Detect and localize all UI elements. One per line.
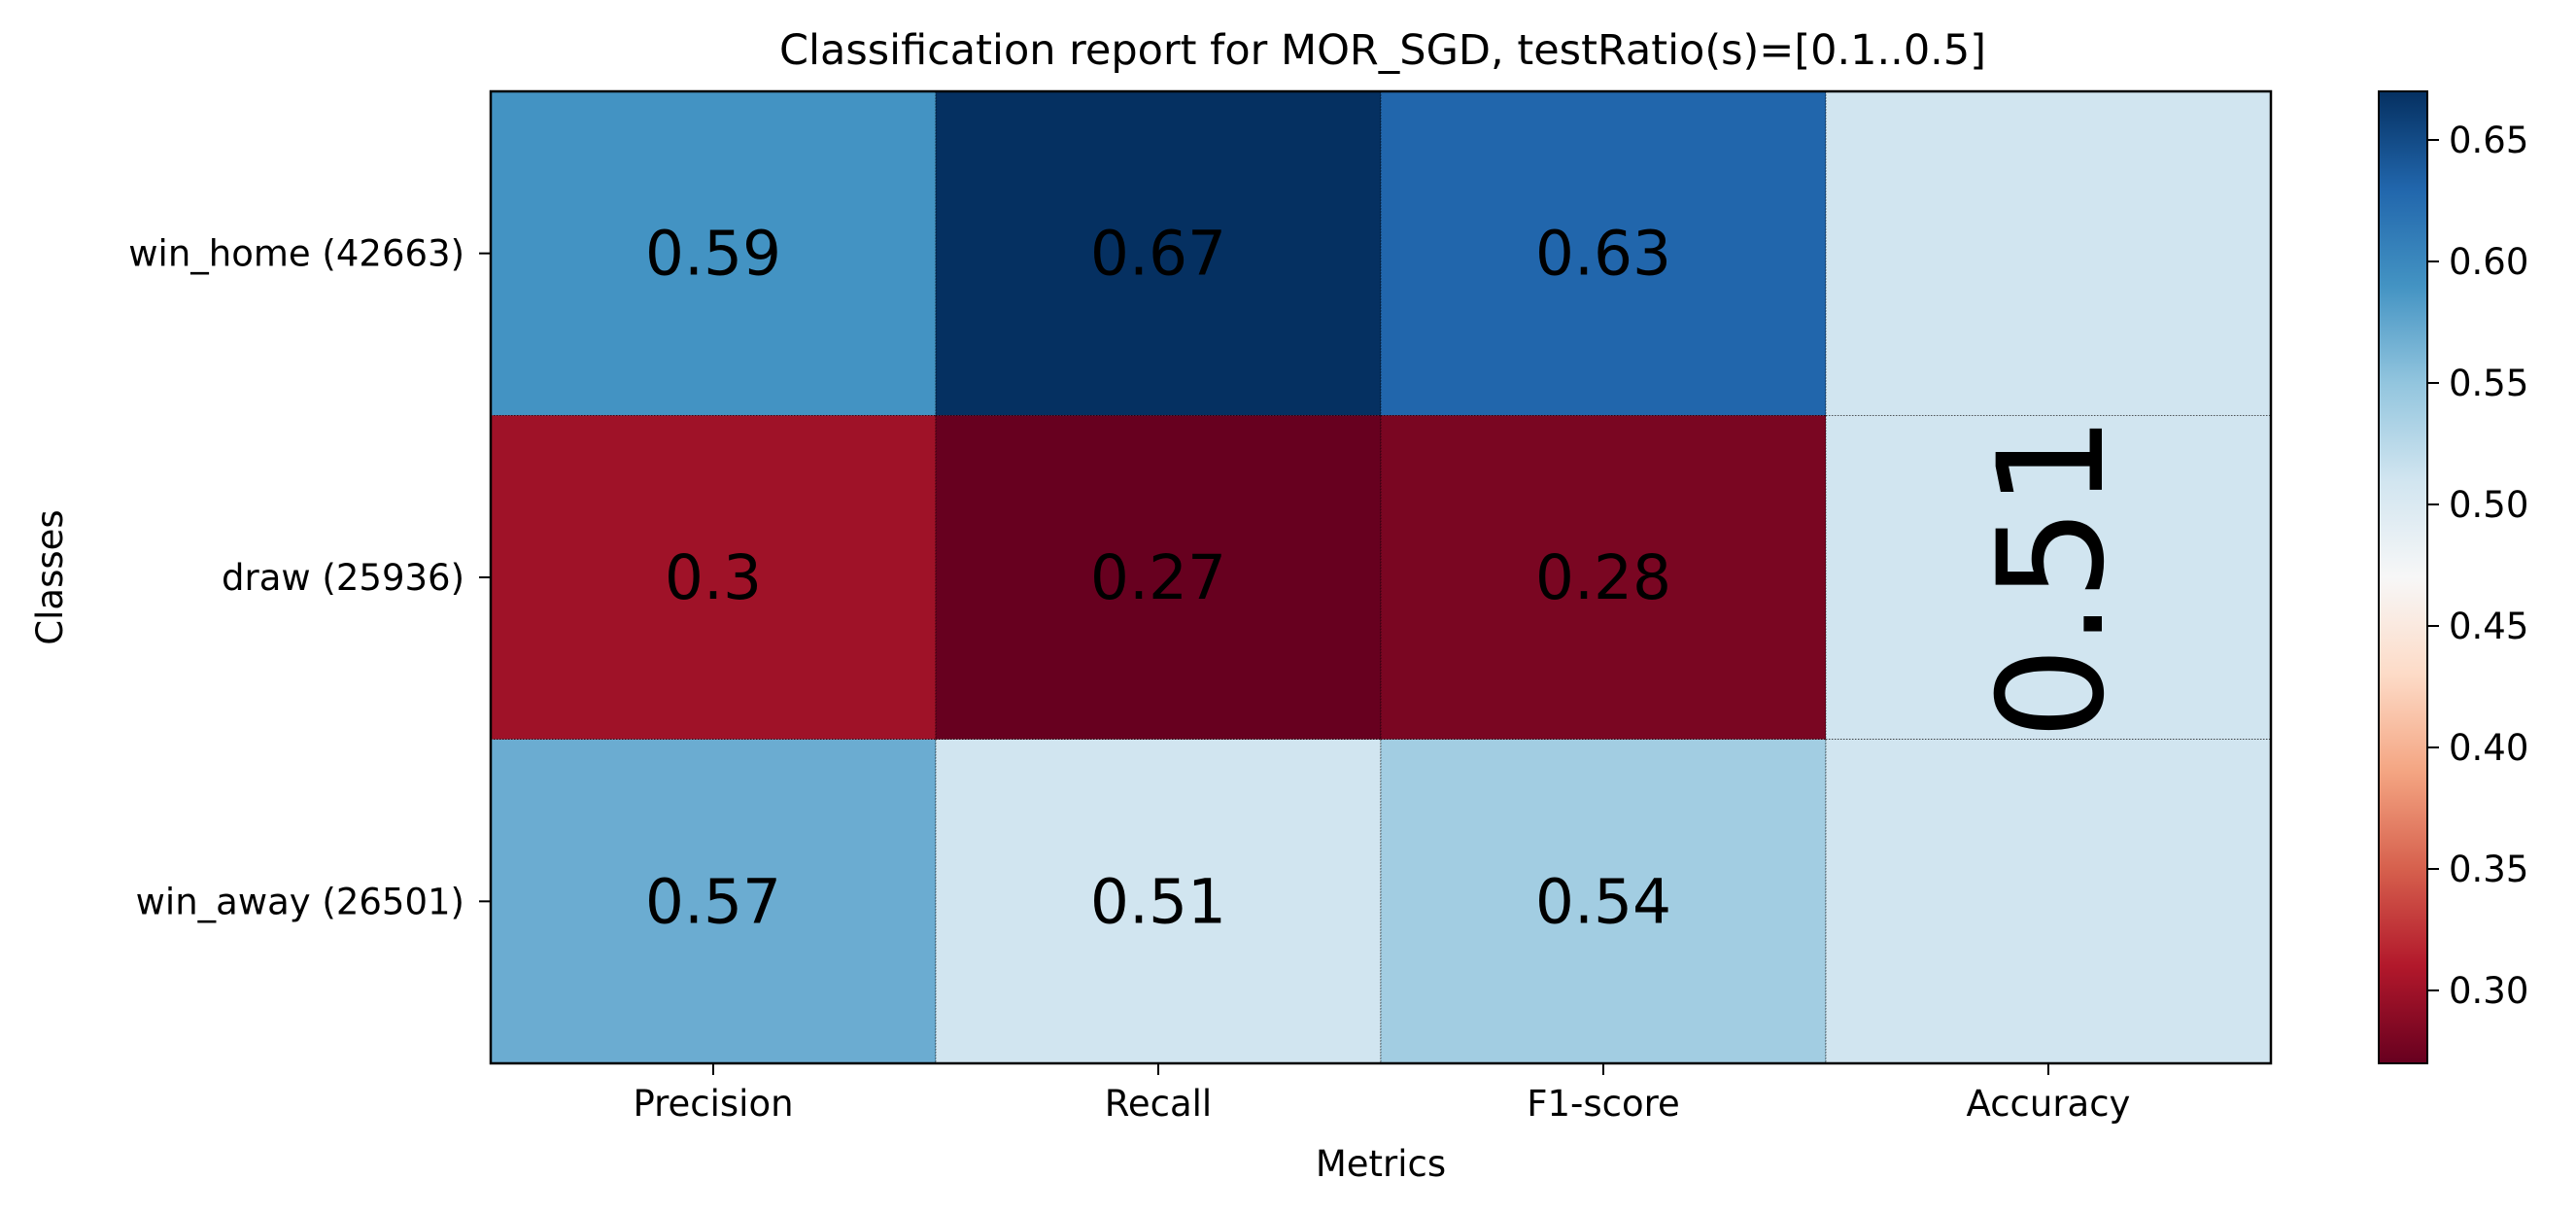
x-tick-label: Recall <box>1105 1083 1212 1125</box>
accuracy-column: 0.51 <box>1825 90 2272 1064</box>
colorbar-tick-label: 0.45 <box>2449 606 2528 647</box>
cell-value-label: 0.3 <box>665 542 762 613</box>
colorbar-tick-label: 0.40 <box>2449 727 2528 769</box>
cell-value-label: 0.67 <box>1090 219 1226 290</box>
y-tick-label: win_away (26501) <box>136 881 464 922</box>
colorbar-ticks: 0.30 0.35 0.40 0.45 0.50 0.55 0.60 0.65 <box>2427 120 2528 1012</box>
heatmap-cell <box>935 739 1382 1064</box>
cell-value-label: 0.57 <box>645 866 781 937</box>
colorbar-tick-label: 0.65 <box>2449 120 2528 161</box>
heatmap-cell <box>490 90 937 416</box>
cell-value-label: 0.27 <box>1090 542 1226 613</box>
accuracy-cell <box>1825 90 2272 416</box>
colorbar-tick-label: 0.60 <box>2449 241 2528 283</box>
cell-value-labels: 0.59 0.67 0.63 0.3 0.27 0.28 0.57 0.51 0.54 <box>645 219 1671 938</box>
y-axis-label: Classes <box>29 509 71 644</box>
heatmap-cell <box>935 90 1382 416</box>
x-axis-label: Metrics <box>1316 1143 1446 1185</box>
x-tick-label: F1-score <box>1527 1083 1680 1125</box>
colorbar <box>2378 90 2428 1064</box>
heatmap-cell <box>1380 415 1827 740</box>
y-tick-label: win_home (42663) <box>128 233 464 275</box>
cell-value-label: 0.51 <box>1090 866 1226 937</box>
accuracy-cell <box>1825 415 2272 740</box>
colorbar-tick-label: 0.55 <box>2449 363 2528 404</box>
cell-value-label: 0.54 <box>1535 866 1671 937</box>
cell-value-label: 0.63 <box>1535 219 1671 290</box>
heatmap-cell <box>490 739 937 1064</box>
colorbar-tick-label: 0.30 <box>2449 970 2528 1012</box>
heatmap-cell <box>935 415 1382 740</box>
cell-value-label: 0.59 <box>645 219 781 290</box>
x-axis-ticks: Precision Recall F1-score Accuracy <box>633 1063 2130 1125</box>
chart-title: Classification report for MOR_SGD, testR… <box>779 26 1986 75</box>
heatmap-cell <box>490 415 937 740</box>
colorbar-tick-label: 0.35 <box>2449 849 2528 890</box>
colorbar-tick-label: 0.50 <box>2449 484 2528 526</box>
accuracy-value-label: 0.51 <box>1968 415 2137 740</box>
accuracy-cell <box>1825 739 2272 1064</box>
y-tick-label: draw (25936) <box>222 557 464 599</box>
x-tick-label: Precision <box>633 1083 793 1125</box>
heatmap-cells <box>490 90 1827 1064</box>
y-axis-ticks: win_home (42663) draw (25936) win_away (26… <box>128 233 491 922</box>
cell-value-label: 0.28 <box>1535 542 1671 613</box>
x-tick-label: Accuracy <box>1967 1083 2131 1125</box>
